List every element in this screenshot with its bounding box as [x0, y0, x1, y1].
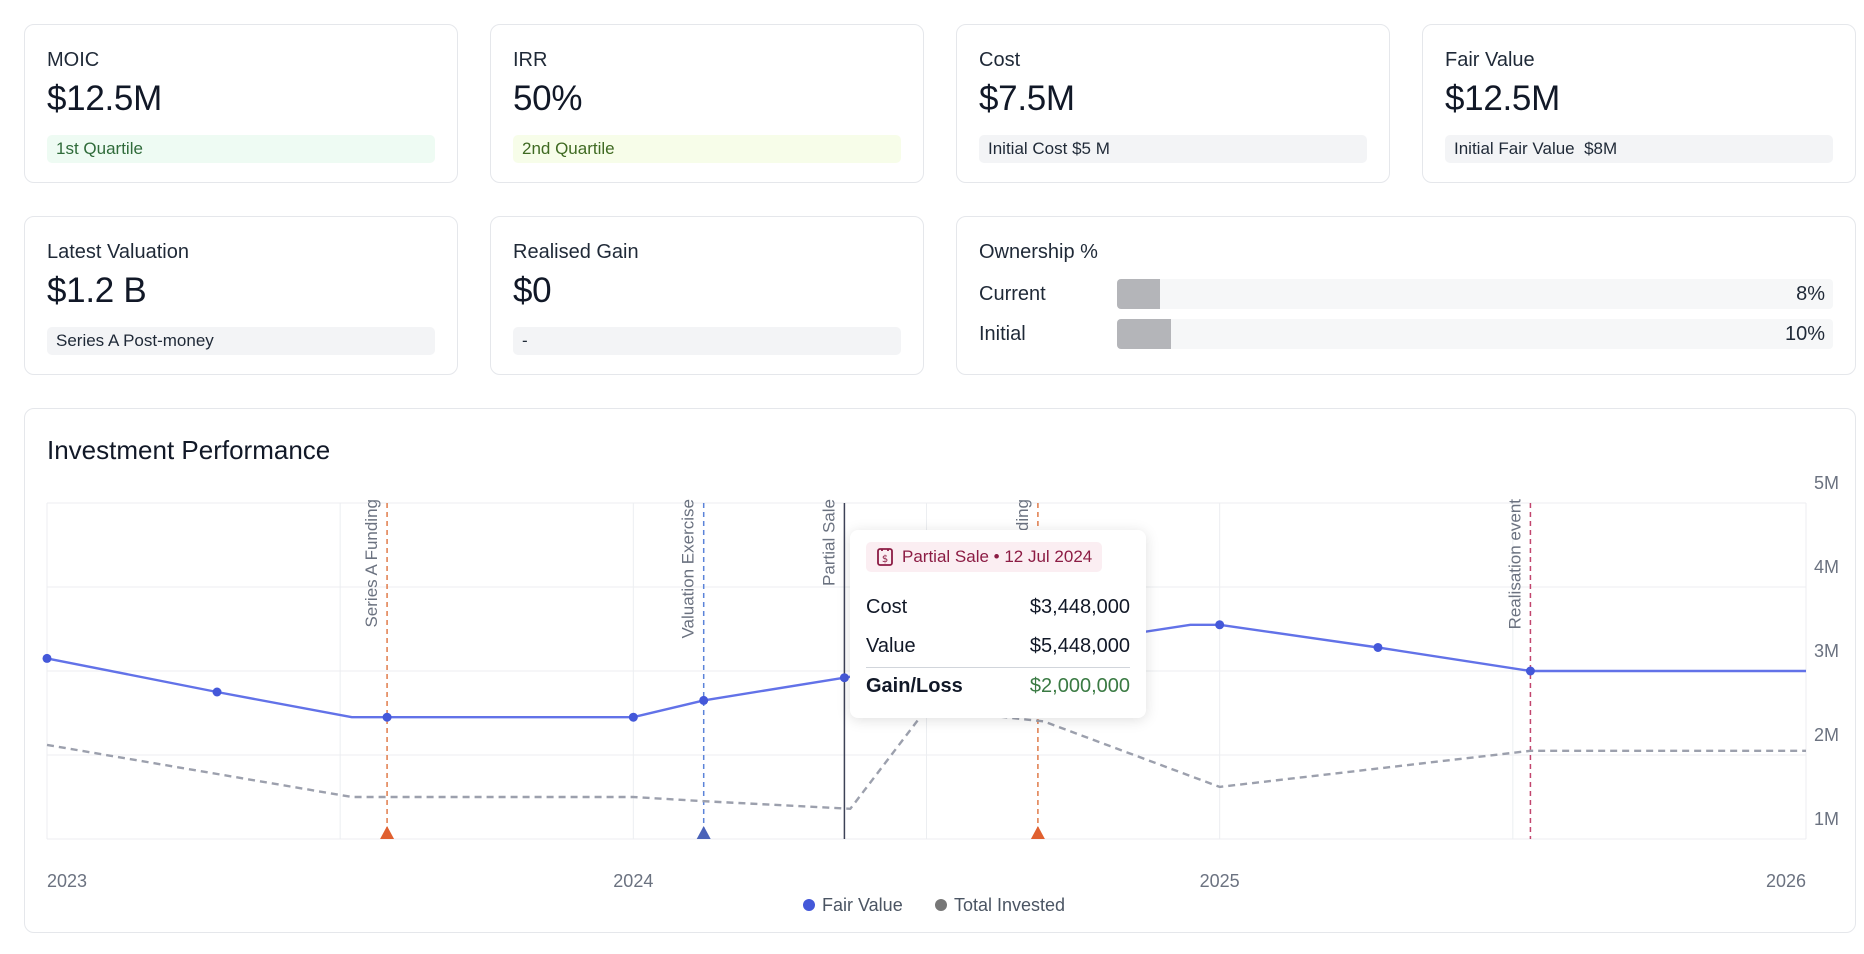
data-point	[212, 687, 222, 697]
series-line	[46, 707, 1806, 810]
kpi-subtext: -	[513, 327, 901, 355]
ownership-row-label: Current	[979, 283, 1046, 305]
series-line	[46, 623, 1806, 719]
kpi-value: $0	[513, 271, 552, 310]
event-label: Realisation event	[1505, 499, 1524, 630]
y-tick-label: 3M	[1814, 641, 1839, 661]
tooltip-row-cost: Cost $3,448,000	[866, 592, 1130, 622]
data-point	[42, 653, 52, 663]
tooltip-divider	[866, 667, 1130, 668]
ownership-pct: 10%	[1784, 323, 1825, 345]
kpi-card-moic: MOIC $12.5M 1st Quartile	[24, 24, 458, 183]
data-point	[839, 673, 849, 683]
tooltip-row-value: $3,448,000	[1029, 596, 1130, 618]
chart-tooltip: $ Partial Sale • 12 Jul 2024 Cost $3,448…	[850, 530, 1146, 718]
kpi-value: 50%	[513, 79, 583, 118]
x-tick-label: 2025	[1200, 871, 1240, 891]
kpi-value: $12.5M	[47, 79, 162, 118]
ownership-bar-fill	[1117, 319, 1171, 349]
tooltip-row-label: Value	[866, 635, 916, 657]
x-tick-label: 2026	[1766, 871, 1806, 891]
kpi-card-realised-gain: Realised Gain $0 -	[490, 216, 924, 375]
ownership-row-label: Initial	[979, 323, 1026, 345]
data-point	[1525, 666, 1535, 676]
legend-label: Total Invested	[954, 895, 1065, 915]
kpi-label: Cost	[979, 49, 1021, 71]
legend-label: Fair Value	[822, 895, 903, 915]
kpi-subtext: Initial Cost $5 M	[979, 135, 1367, 163]
tooltip-row-gain-loss: Gain/Loss $2,000,000	[866, 671, 1130, 701]
kpi-label: Realised Gain	[513, 241, 639, 263]
ownership-row-current: Current 8%	[979, 279, 1833, 309]
tooltip-row-label: Cost	[866, 596, 908, 618]
kpi-card-cost: Cost $7.5M Initial Cost $5 M	[956, 24, 1390, 183]
ownership-title: Ownership %	[979, 241, 1098, 263]
kpi-label: Latest Valuation	[47, 241, 189, 263]
kpi-value: $12.5M	[1445, 79, 1560, 118]
kpi-value: $1.2 B	[47, 271, 147, 310]
event-label: Valuation Exercise	[679, 499, 698, 639]
kpi-subtext: Initial Fair Value $8M	[1445, 135, 1833, 163]
data-point	[628, 712, 638, 722]
y-tick-label: 1M	[1814, 809, 1839, 829]
x-tick-label: 2023	[47, 871, 87, 891]
event-marker-triangle	[380, 826, 395, 839]
tooltip-row-value: Value $5,448,000	[866, 631, 1130, 661]
legend-swatch	[803, 899, 815, 911]
kpi-card-fair-value: Fair Value $12.5M Initial Fair Value $8M	[1422, 24, 1856, 183]
data-point	[382, 712, 392, 722]
ownership-card: Ownership % Current 8% Initial 10%	[956, 216, 1856, 375]
y-tick-label: 5M	[1814, 473, 1839, 493]
kpi-card-latest-valuation: Latest Valuation $1.2 B Series A Post-mo…	[24, 216, 458, 375]
ownership-row-initial: Initial 10%	[979, 319, 1833, 349]
document-dollar-icon: $	[877, 548, 893, 566]
tooltip-event-badge: $ Partial Sale • 12 Jul 2024	[866, 542, 1103, 572]
kpi-label: MOIC	[47, 49, 100, 71]
tooltip-row-label: Gain/Loss	[866, 675, 963, 697]
chart-title: Investment Performance	[47, 435, 331, 465]
legend-swatch	[935, 899, 947, 911]
kpi-quartile-badge: 2nd Quartile	[513, 135, 901, 163]
tooltip-badge-text: Partial Sale • 12 Jul 2024	[902, 547, 1093, 566]
kpi-quartile-badge: 1st Quartile	[47, 135, 435, 163]
kpi-value: $7.5M	[979, 79, 1075, 118]
ownership-bar-track: 10%	[1117, 319, 1833, 349]
data-point	[1373, 642, 1383, 652]
event-label: Series A Funding	[362, 499, 381, 628]
kpi-subtext: Series A Post-money	[47, 327, 435, 355]
tooltip-row-value: $2,000,000	[1029, 675, 1130, 697]
ownership-pct: 8%	[1796, 283, 1825, 305]
y-tick-label: 4M	[1814, 557, 1839, 577]
tooltip-row-value: $5,448,000	[1029, 635, 1130, 657]
y-tick-label: 2M	[1814, 725, 1839, 745]
kpi-label: Fair Value	[1445, 49, 1535, 71]
data-point	[699, 695, 709, 705]
svg-text:$: $	[882, 554, 888, 565]
kpi-label: IRR	[513, 49, 548, 71]
x-tick-label: 2024	[613, 871, 653, 891]
data-point	[1215, 620, 1225, 630]
ownership-bar-fill	[1117, 279, 1160, 309]
event-marker-triangle	[696, 826, 711, 839]
ownership-bar-track: 8%	[1117, 279, 1833, 309]
event-marker-triangle	[1030, 826, 1045, 839]
event-label: Partial Sale	[819, 499, 838, 586]
kpi-card-irr: IRR 50% 2nd Quartile	[490, 24, 924, 183]
